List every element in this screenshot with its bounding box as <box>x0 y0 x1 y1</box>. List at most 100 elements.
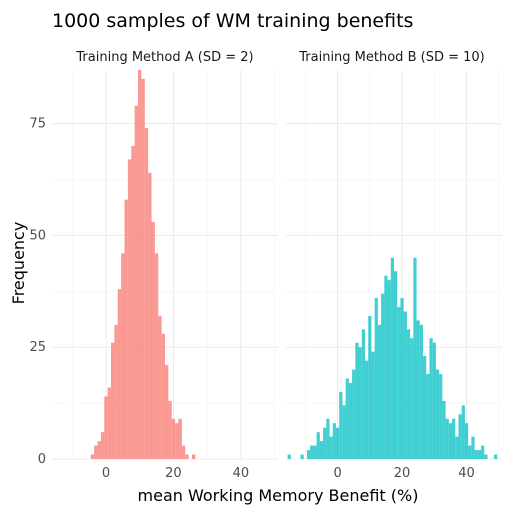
histogram-bar <box>493 454 498 459</box>
histogram-bar <box>481 445 485 459</box>
histogram-bar <box>141 78 145 459</box>
histogram-bar <box>461 405 465 459</box>
histogram-bar <box>384 275 388 459</box>
histogram-bar <box>332 423 336 459</box>
histogram-bar <box>419 324 424 459</box>
histogram-bar <box>361 329 365 459</box>
histogram-bar <box>181 445 186 459</box>
panel-a-bars <box>90 70 196 460</box>
histogram-bar <box>144 128 149 459</box>
histogram-bar <box>339 391 343 459</box>
histogram-bar <box>191 454 196 459</box>
histogram-bar <box>442 400 446 459</box>
histogram-bar <box>342 405 346 459</box>
histogram-bar <box>329 436 333 459</box>
histogram-bar <box>452 418 456 459</box>
histogram-bar <box>410 338 414 459</box>
histogram-bar <box>323 427 327 459</box>
histogram-bar <box>423 356 427 459</box>
histogram-bar <box>355 342 359 459</box>
histogram-bar <box>403 311 407 459</box>
y-tick-label: 75 <box>29 117 46 132</box>
x-axis-title: mean Working Memory Benefit (%) <box>138 486 419 505</box>
histogram-bar <box>416 320 420 459</box>
histogram-bar <box>439 374 443 459</box>
histogram-bar <box>471 436 475 459</box>
histogram-bar <box>390 257 394 459</box>
histogram-bar <box>455 436 459 459</box>
histogram-bar <box>377 324 382 459</box>
panel-training-method-a: Training Method A (SD = 2) 0 20 40 <box>52 50 278 481</box>
histogram-bar <box>94 445 98 459</box>
histogram-bar <box>397 306 401 459</box>
histogram-bar <box>313 445 317 459</box>
histogram-bar <box>477 450 482 459</box>
x-tick-label: 40 <box>458 466 475 481</box>
histogram-bar <box>448 423 453 459</box>
y-tick-label: 50 <box>29 228 46 243</box>
histogram-bar <box>127 159 132 459</box>
histogram-bar <box>368 315 372 459</box>
histogram-bar <box>124 199 128 459</box>
x-tick-label: 20 <box>394 466 411 481</box>
histogram-bar <box>316 432 320 459</box>
histogram-bar <box>104 396 108 459</box>
histogram-bar <box>345 378 349 459</box>
histogram-bar <box>300 454 304 459</box>
histogram-bar <box>178 418 182 459</box>
histogram-bar <box>175 423 179 459</box>
histogram-bar <box>165 365 169 459</box>
histogram-bar <box>107 387 112 459</box>
histogram-bar <box>154 253 159 459</box>
histogram-bar <box>429 338 433 459</box>
histogram-bar <box>484 454 488 459</box>
x-tick-label: 0 <box>102 466 110 481</box>
histogram-bar <box>134 105 139 460</box>
histogram-bar <box>287 454 291 459</box>
panel-training-method-b: Training Method B (SD = 10) 0 20 40 <box>286 50 502 481</box>
histogram-bar <box>406 329 411 459</box>
chart-title: 1000 samples of WM training benefits <box>52 10 413 32</box>
strip-label-method-a: Training Method A (SD = 2) <box>75 50 253 65</box>
histogram-bar <box>117 289 122 459</box>
histogram-bar <box>464 423 469 459</box>
panel-b-x-tick-labels: 0 20 40 <box>333 466 474 481</box>
x-tick-label: 0 <box>333 466 341 481</box>
histogram-bar <box>445 418 449 459</box>
histogram-bar <box>364 360 369 459</box>
histogram-bar <box>111 342 115 459</box>
histogram-bar <box>474 450 478 459</box>
histogram-bar <box>371 351 375 459</box>
histogram-bar <box>97 441 101 459</box>
histogram-bar <box>121 253 125 459</box>
histogram-bar <box>432 342 436 459</box>
histogram-bar <box>468 445 472 459</box>
histogram-bar <box>326 418 330 459</box>
histogram-bar <box>114 324 118 459</box>
histogram-bar <box>151 222 155 459</box>
histogram-bar <box>348 382 353 459</box>
histogram-bar <box>335 427 340 459</box>
histogram-bar <box>458 414 462 459</box>
histogram-bar <box>426 374 430 459</box>
y-tick-label: 0 <box>38 452 46 467</box>
histogram-bar <box>90 454 95 459</box>
histogram-bar <box>185 454 189 459</box>
histogram-bar <box>138 70 142 459</box>
x-tick-label: 20 <box>165 466 182 481</box>
histogram-bar <box>352 369 356 459</box>
histogram-bar <box>310 445 314 459</box>
histogram-bar <box>387 280 391 459</box>
histogram-bar <box>413 257 417 459</box>
panel-a-gridlines <box>52 70 278 460</box>
histogram-bar <box>358 347 362 459</box>
histogram-bar <box>131 146 135 460</box>
histogram-bar <box>171 418 176 459</box>
histogram-bar <box>400 298 404 459</box>
panel-b-bars <box>287 257 498 459</box>
y-axis-title: Frequency <box>9 222 28 305</box>
histogram-bar <box>158 315 162 459</box>
panel-a-x-tick-labels: 0 20 40 <box>102 466 249 481</box>
x-tick-label: 40 <box>233 466 250 481</box>
